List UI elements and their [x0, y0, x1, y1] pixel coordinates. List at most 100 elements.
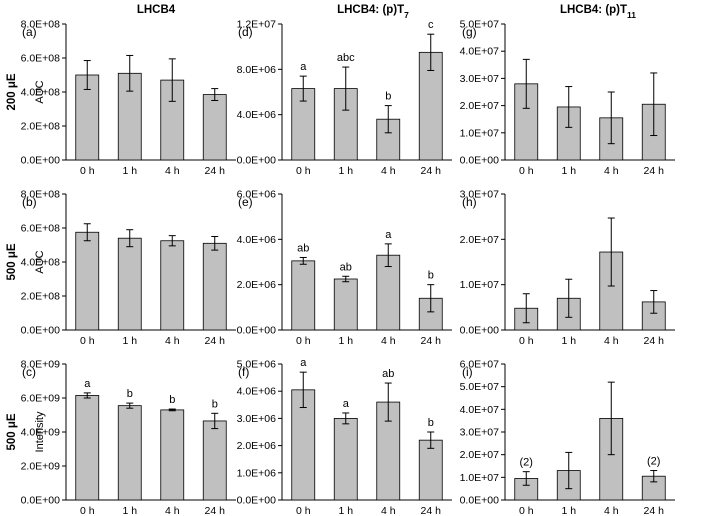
chart-panel-g: (g) 0.0E+00 1.0E+07 2.0E+07 3.0E+07 4.0E+07 5.…	[460, 19, 675, 177]
significance-label: abc	[337, 52, 355, 64]
panel-label: (g)	[462, 25, 477, 39]
panel-label: (a)	[22, 25, 37, 39]
y-tick-label: 6.0E+06	[237, 189, 277, 201]
x-tick-label: 0 h	[519, 165, 534, 177]
column-title: LHCB4: (p)T7	[337, 4, 409, 20]
significance-label: a	[385, 229, 392, 241]
bar	[418, 439, 443, 501]
row-label: 200 μE	[6, 73, 18, 110]
x-tick-label: 24 h	[421, 335, 442, 347]
x-tick-label: 1 h	[561, 165, 576, 177]
x-tick-label: 24 h	[205, 335, 226, 347]
column-title-text: LHCB4	[137, 4, 176, 16]
x-tick-label: 0 h	[80, 505, 95, 516]
x-tick-label: 0 h	[296, 335, 311, 347]
x-tick-label: 1 h	[338, 165, 353, 177]
x-tick-label: 24 h	[205, 505, 226, 516]
y-tick-label: 8.0E+06	[237, 64, 277, 76]
x-tick-label: 24 h	[644, 505, 665, 516]
significance-label: b	[127, 388, 133, 400]
column-title-text: LHCB4: (p)T	[337, 4, 404, 16]
x-tick-label: 24 h	[644, 165, 665, 177]
y-tick-label: 4.0E+06	[237, 234, 277, 246]
panel-label: (c)	[22, 365, 36, 379]
significance-label: c	[428, 19, 434, 31]
y-tick-label: 8.0E+08	[21, 19, 61, 31]
y-tick-label: 6.0E+07	[460, 359, 500, 371]
y-tick-label: 3.0E+07	[460, 427, 500, 439]
significance-label: (2)	[520, 457, 533, 469]
y-tick-label: 1.0E+06	[237, 467, 277, 479]
bar	[75, 395, 100, 501]
y-tick-label: 4.0E+09	[21, 427, 61, 439]
significance-label: a	[300, 357, 307, 369]
bar	[291, 260, 316, 331]
y-tick-label: 2.0E+07	[460, 449, 500, 461]
y-tick-label: 3.0E+06	[237, 413, 277, 425]
column-title-text: LHCB4: (p)T	[560, 4, 627, 16]
x-tick-label: 0 h	[296, 505, 311, 516]
x-tick-label: 1 h	[122, 505, 137, 516]
y-tick-label: 4.0E+08	[21, 87, 61, 99]
chart-panel-b: (b) AUC 0.0E+00 2.0E+08 4.0E+08 6.0E+08 8.0E+0…	[21, 189, 236, 347]
x-tick-label: 1 h	[561, 505, 576, 516]
panel-label: (d)	[238, 25, 253, 39]
y-tick-label: 0.0E+00	[460, 325, 500, 337]
y-tick-label: 4.0E+08	[21, 257, 61, 269]
significance-label: ab	[382, 368, 394, 380]
x-tick-label: 4 h	[604, 335, 619, 347]
x-tick-label: 24 h	[644, 335, 665, 347]
x-tick-label: 4 h	[165, 335, 180, 347]
y-tick-label: 0.0E+00	[237, 495, 277, 507]
significance-label: (2)	[647, 456, 660, 468]
bar	[333, 278, 358, 331]
y-tick-label: 5.0E+07	[460, 381, 500, 393]
y-tick-label: 0.0E+00	[237, 325, 277, 337]
x-tick-label: 0 h	[80, 335, 95, 347]
y-tick-label: 1.0E+07	[460, 472, 500, 484]
significance-label: b	[428, 270, 434, 282]
panel-label: (b)	[22, 195, 37, 209]
column-title: LHCB4: (p)T11	[560, 4, 636, 20]
panel-label: (h)	[462, 195, 477, 209]
bar	[75, 231, 100, 331]
panel-label: (e)	[238, 195, 253, 209]
y-axis-label: AUC	[34, 250, 46, 273]
y-tick-label: 4.0E+06	[237, 386, 277, 398]
x-tick-label: 0 h	[519, 335, 534, 347]
bar	[333, 417, 358, 501]
x-tick-label: 1 h	[561, 335, 576, 347]
y-tick-label: 0.0E+00	[460, 155, 500, 167]
y-tick-label: 8.0E+09	[21, 359, 61, 371]
significance-label: ab	[340, 261, 352, 273]
y-tick-label: 0.0E+00	[21, 325, 61, 337]
x-tick-label: 4 h	[165, 505, 180, 516]
y-tick-label: 5.0E+06	[237, 359, 277, 371]
bar	[202, 94, 227, 161]
x-tick-label: 0 h	[80, 165, 95, 177]
significance-label: b	[212, 398, 218, 410]
chart-panel-i: (i) 0.0E+00 1.0E+07 2.0E+07 3.0E+07 4.0E+07 5.…	[460, 359, 675, 516]
x-tick-label: 24 h	[205, 165, 226, 177]
y-tick-label: 2.0E+08	[21, 291, 61, 303]
x-tick-label: 4 h	[381, 335, 396, 347]
panel-label: (f)	[238, 365, 249, 379]
x-tick-label: 1 h	[338, 335, 353, 347]
chart-panel-f: (f) 0.0E+00 1.0E+06 2.0E+06 3.0E+06 4.0E+06 5.…	[237, 357, 452, 516]
y-axis-label: AUC	[34, 80, 46, 103]
y-tick-label: 0.0E+00	[21, 495, 61, 507]
chart-panel-a: (a) AUC 0.0E+00 2.0E+08 4.0E+08 6.0E+08 8.0E+0…	[21, 19, 236, 177]
column-title-subscript: 7	[404, 10, 409, 20]
y-tick-label: 4.0E+07	[460, 404, 500, 416]
y-tick-label: 1.0E+07	[460, 279, 500, 291]
y-tick-label: 4.0E+07	[460, 46, 500, 58]
bar	[202, 242, 227, 331]
y-tick-label: 2.0E+06	[237, 279, 277, 291]
y-tick-label: 0.0E+00	[460, 495, 500, 507]
y-tick-label: 5.0E+07	[460, 19, 500, 31]
x-tick-label: 4 h	[604, 165, 619, 177]
y-tick-label: 8.0E+08	[21, 189, 61, 201]
y-tick-label: 1.2E+07	[237, 19, 277, 31]
